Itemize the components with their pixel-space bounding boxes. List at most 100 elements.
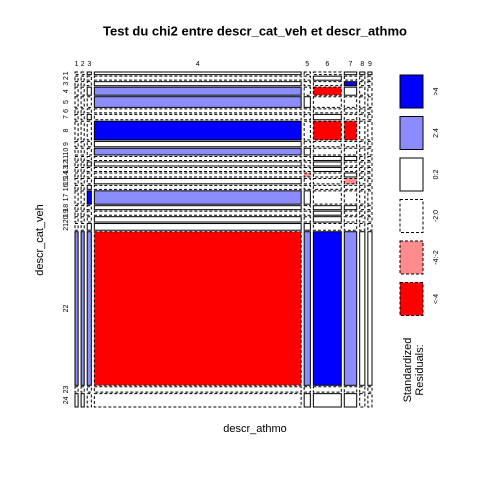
mosaic-cell: [343, 108, 358, 114]
mosaic-cell: [80, 190, 85, 205]
mosaic-cell: [303, 155, 311, 161]
mosaic-cell: [303, 190, 311, 205]
legend-label: <-4: [433, 294, 440, 304]
mosaic-cell: [86, 96, 92, 108]
mosaic-cell: [303, 120, 311, 141]
mosaic-cell: [74, 96, 79, 108]
mosaic-cell: [303, 81, 311, 87]
mosaic-cell: [93, 177, 302, 185]
row-label: 7: [63, 115, 70, 119]
mosaic-cell: [303, 71, 311, 76]
mosaic-cell: [80, 386, 85, 393]
mosaic-cell: [93, 393, 302, 408]
mosaic-cell: [74, 184, 79, 190]
mosaic-cell: [359, 120, 366, 141]
mosaic-cell: [343, 120, 358, 141]
mosaic-cell: [359, 223, 366, 231]
mosaic-cell: [74, 177, 79, 185]
mosaic-cell: [303, 75, 311, 81]
row-label: 16: [63, 183, 70, 191]
mosaic-cell: [93, 86, 302, 96]
mosaic-cell: [312, 393, 342, 408]
mosaic-cell: [303, 86, 311, 96]
mosaic-cell: [303, 205, 311, 211]
mosaic-cell: [359, 147, 366, 156]
mosaic-cell: [359, 75, 366, 81]
row-label: 12: [63, 160, 70, 168]
chart-title: Test du chi2 entre descr_cat_veh et desc…: [103, 23, 407, 38]
mosaic-cell: [86, 166, 92, 172]
mosaic-cell: [343, 96, 358, 108]
row-label: 5: [63, 100, 70, 104]
mosaic-cell: [93, 172, 302, 178]
mosaic-cell: [343, 205, 358, 211]
mosaic-cell: [343, 155, 358, 161]
mosaic-cell: [359, 161, 366, 167]
mosaic-cell: [80, 120, 85, 141]
mosaic-cell: [80, 161, 85, 167]
mosaic-cell: [93, 161, 302, 167]
mosaic-cell: [367, 120, 373, 141]
row-label: 9: [63, 142, 70, 146]
mosaic-cell: [93, 147, 302, 156]
mosaic-cell: [80, 205, 85, 211]
mosaic-cell: [74, 71, 79, 76]
mosaic-cell: [93, 166, 302, 172]
mosaic-cell: [86, 155, 92, 161]
row-label: 15: [63, 177, 70, 185]
mosaic-cell: [359, 166, 366, 172]
mosaic-cell: [303, 386, 311, 393]
mosaic-cell: [359, 71, 366, 76]
row-label: 22: [63, 305, 70, 313]
mosaic-cell: [80, 86, 85, 96]
mosaic-cell: [312, 172, 342, 178]
row-label: 8: [63, 129, 70, 133]
mosaic-cell: [303, 216, 311, 223]
mosaic-cell: [80, 71, 85, 76]
mosaic-cell: [312, 113, 342, 121]
mosaic-cell: [367, 210, 373, 216]
mosaic-cell: [74, 205, 79, 211]
mosaic-cell: [367, 108, 373, 114]
mosaic-cell: [80, 140, 85, 148]
mosaic-cell: [80, 113, 85, 121]
mosaic-cell: [93, 205, 302, 211]
mosaic-cell: [93, 113, 302, 121]
mosaic-cell: [86, 71, 92, 76]
mosaic-cell: [312, 184, 342, 190]
mosaic-cell: [312, 75, 342, 81]
mosaic-cell: [359, 231, 366, 386]
mosaic-cell: [367, 71, 373, 76]
mosaic-cell: [74, 190, 79, 205]
mosaic-cell: [312, 223, 342, 231]
mosaic-cell: [74, 210, 79, 216]
mosaic-cell: [74, 113, 79, 121]
column-label: 2: [81, 61, 85, 68]
mosaic-cell: [312, 177, 342, 185]
mosaic-cell: [359, 96, 366, 108]
mosaic-cell: [343, 161, 358, 167]
x-axis-label: descr_athmo: [223, 423, 287, 435]
mosaic-cell: [303, 231, 311, 386]
mosaic-cell: [343, 147, 358, 156]
mosaic-cell: [80, 147, 85, 156]
mosaic-cell: [312, 190, 342, 205]
mosaic-cell: [93, 108, 302, 114]
mosaic-cell: [93, 190, 302, 205]
mosaic-cell: [367, 223, 373, 231]
mosaic-cell: [74, 223, 79, 231]
mosaic-cell: [367, 86, 373, 96]
legend-label: 0:2: [433, 170, 440, 180]
legend-label: -2:0: [433, 210, 440, 222]
legend-swatch: [399, 240, 424, 275]
mosaic-cell: [80, 223, 85, 231]
column-label: 4: [196, 61, 200, 68]
mosaic-cell: [312, 147, 342, 156]
mosaic-cell: [86, 190, 92, 205]
mosaic-cell: [74, 75, 79, 81]
row-label: 18: [63, 204, 70, 212]
mosaic-cell: [367, 155, 373, 161]
column-label: 3: [87, 61, 91, 68]
row-label: 3: [63, 82, 70, 86]
